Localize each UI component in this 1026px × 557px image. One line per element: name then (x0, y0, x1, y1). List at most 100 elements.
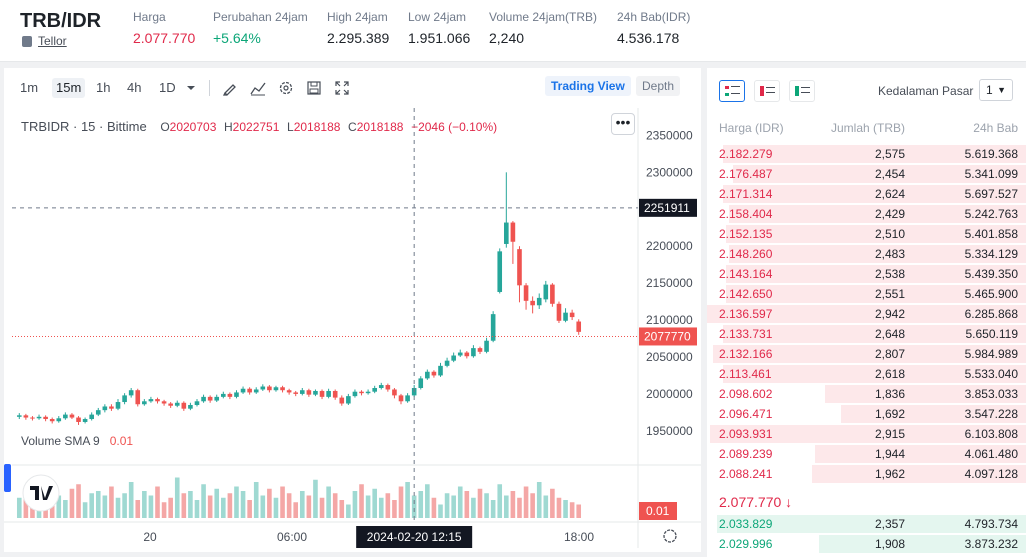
candle (530, 300, 535, 306)
volume-bar (471, 497, 476, 518)
ask-row[interactable]: 2.088.241 1,962 4.097.128 (707, 464, 1026, 484)
candle (457, 352, 463, 356)
volume-bar (161, 502, 167, 518)
volume-bar (267, 488, 272, 518)
candle (188, 404, 193, 409)
ask-row[interactable]: 2.133.731 2,648 5.650.119 (707, 324, 1026, 344)
candle (16, 415, 22, 417)
gear-icon[interactable] (278, 80, 294, 96)
y-tick-label: 2300000 (646, 165, 693, 179)
bid-amount: 2,357 (874, 517, 905, 531)
ask-amount: 2,551 (874, 287, 905, 301)
volume-bar (326, 486, 331, 518)
volume-bar (411, 495, 417, 518)
ask-row[interactable]: 2.152.135 2,510 5.401.858 (707, 224, 1026, 244)
ask-row[interactable]: 2.143.164 2,538 5.439.350 (707, 264, 1026, 284)
ask-row[interactable]: 2.089.239 1,944 4.061.480 (707, 444, 1026, 464)
interval-1m[interactable]: 1m (20, 80, 39, 95)
depth-select[interactable]: 1 ▼ (979, 79, 1013, 101)
ask-row[interactable]: 2.096.471 1,692 3.547.228 (707, 404, 1026, 424)
volume-bar (556, 497, 562, 518)
candle (563, 312, 568, 321)
fullscreen-icon[interactable] (334, 80, 350, 96)
candle (89, 414, 94, 420)
candle (194, 401, 200, 405)
interval-1d[interactable]: 1D (159, 80, 176, 95)
volume-bar (102, 495, 108, 518)
y-tick-label: 2000000 (646, 387, 693, 401)
view-both-icon[interactable] (719, 80, 745, 102)
indicator-icon[interactable] (250, 80, 266, 96)
open-value: 2020703 (169, 120, 217, 134)
ask-amount: 2,915 (874, 427, 905, 441)
view-bids-icon[interactable] (789, 80, 815, 102)
interval-4h[interactable]: 4h (127, 80, 142, 95)
interval-1h[interactable]: 1h (96, 80, 111, 95)
x-tick-label: 06:00 (277, 530, 307, 544)
symbol-label: TRBIDR · 15 · Bittime (21, 119, 147, 134)
ask-row[interactable]: 2.158.404 2,429 5.242.763 (707, 204, 1026, 224)
bid-row[interactable]: 2.029.996 1,908 3.873.232 (707, 534, 1026, 554)
candle (444, 360, 450, 366)
ask-amount: 2,454 (874, 167, 905, 181)
ask-price: 2.176.487 (719, 167, 773, 181)
candle (201, 396, 206, 402)
chevron-down-icon[interactable] (186, 83, 196, 93)
ask-price: 2.096.471 (719, 407, 773, 421)
crosshair-time-tag (356, 526, 473, 548)
candle (365, 391, 371, 394)
candle (49, 419, 55, 422)
low-value: 2018188 (293, 120, 341, 134)
coin-link[interactable]: Tellor (38, 34, 67, 48)
price-chart[interactable]: 1950000 2000000 2050000 2100000 2150000 22000… (4, 108, 701, 552)
candle (207, 396, 213, 401)
volume-bar (89, 493, 94, 518)
view-asks-icon[interactable] (754, 80, 780, 102)
ask-row[interactable]: 2.136.597 2,942 6.285.868 (707, 304, 1026, 324)
volume-bar (398, 486, 404, 518)
ask-amount: 2,538 (874, 267, 905, 281)
stat-high: High 24jam 2.295.389 (327, 10, 390, 46)
volume-bar (142, 491, 147, 518)
volume-bar (523, 486, 529, 518)
market-header: TRB/IDR Tellor Harga 2.077.770 Perubahan … (0, 0, 1026, 62)
ask-row[interactable]: 2.142.650 2,551 5.465.900 (707, 284, 1026, 304)
ask-row[interactable]: 2.176.487 2,454 5.341.099 (707, 164, 1026, 184)
candle (128, 390, 134, 396)
volume-bar (332, 493, 338, 518)
volume-bar (299, 491, 305, 518)
col-amount: Jumlah (TRB) (831, 121, 906, 135)
candle (569, 312, 575, 318)
tab-depth[interactable]: Depth (636, 76, 681, 96)
ask-row[interactable]: 2.093.931 2,915 6.103.808 (707, 424, 1026, 444)
volume-bar (247, 500, 252, 518)
ask-row[interactable]: 2.182.279 2,575 5.619.368 (707, 144, 1026, 164)
interval-15m[interactable]: 15m (52, 78, 86, 98)
candle (260, 386, 266, 390)
save-icon[interactable] (306, 80, 322, 96)
ask-row[interactable]: 2.148.260 2,483 5.334.129 (707, 244, 1026, 264)
ask-row[interactable]: 2.098.602 1,836 3.853.033 (707, 384, 1026, 404)
volume-bar (497, 484, 503, 518)
more-options-icon[interactable]: ••• (611, 113, 635, 135)
candle (405, 395, 410, 402)
ask-row[interactable]: 2.171.314 2,624 5.697.527 (707, 184, 1026, 204)
candle (418, 378, 424, 388)
volume-bar (563, 500, 568, 518)
volume-bar (418, 491, 424, 518)
candle (293, 392, 299, 394)
candle (497, 251, 503, 292)
sidebar-toggle (4, 464, 11, 492)
ask-row[interactable]: 2.113.461 2,618 5.533.040 (707, 364, 1026, 384)
candle (82, 419, 88, 422)
candle (135, 390, 141, 405)
ask-row[interactable]: 2.132.166 2,807 5.984.989 (707, 344, 1026, 364)
candle (299, 390, 305, 394)
candle (536, 297, 542, 306)
tab-trading-view[interactable]: Trading View (545, 76, 631, 96)
ask-amount: 2,807 (874, 347, 905, 361)
candle (339, 397, 345, 404)
volume-bar (234, 486, 239, 518)
draw-tool-icon[interactable] (222, 80, 238, 96)
bid-row[interactable]: 2.033.829 2,357 4.793.734 (707, 514, 1026, 534)
